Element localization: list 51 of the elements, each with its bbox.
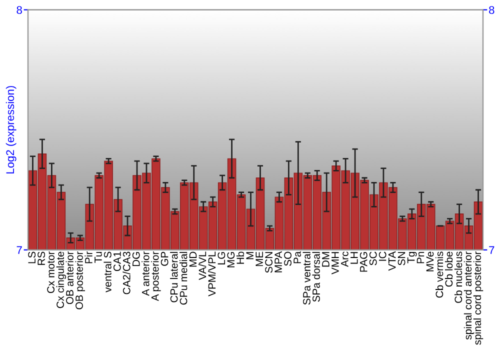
x-tick-label: Tg [407, 252, 417, 264]
x-tick-label: Cx motor [47, 251, 54, 294]
x-tick-label: ME [256, 252, 263, 266]
x-tick-label: M [246, 252, 254, 260]
x-tick-label: Hb [236, 252, 244, 264]
y-axis-title: Log2 (expression) [6, 86, 16, 174]
x-tick-label: MD [189, 252, 197, 267]
x-tick-label: CPu lateral [170, 252, 178, 302]
x-tick-label: LH [350, 252, 358, 264]
x-tick-label: SC [369, 252, 377, 266]
x-tick-label: PAG [360, 252, 368, 272]
x-tick-label: spinal cord anterior [464, 251, 474, 340]
x-tick-label: MG [227, 252, 235, 268]
y2-tick-label: 7 [489, 246, 494, 254]
x-tick-label: LG [218, 252, 226, 264]
x-tick-label: SPa ventral [302, 252, 310, 305]
x-tick-label: GP [160, 252, 168, 266]
x-tick-label: ventral S [104, 252, 112, 292]
x-tick-label: Cx cingulate [56, 252, 66, 308]
x-tick-label: RS [38, 252, 46, 265]
x-tick-label: VTA [388, 251, 396, 271]
x-tick-label: DM [322, 252, 330, 267]
x-tick-label: Tu [94, 252, 102, 263]
x-tick-label: Cb nucleus [454, 252, 462, 303]
x-tick-label: A anterior [142, 251, 150, 296]
x-tick-label: Pir [84, 251, 92, 264]
x-tick-label: VA/VL [198, 252, 206, 280]
x-tick-label: OB anterior [66, 251, 74, 304]
x-tick-label: CA2/CA3 [122, 252, 130, 294]
x-tick-label: CA1 [113, 252, 121, 272]
x-tick-label: Cb lobe [444, 252, 453, 287]
x-tick-label: OB posterior [75, 251, 85, 310]
x-tick-label: MVe [426, 252, 434, 272]
x-tick-label: A posterior [151, 251, 161, 302]
x-tick-label: CPu medial [180, 252, 188, 305]
x-tick-label: MPA [274, 251, 282, 272]
x-tick-label: Arc [341, 252, 348, 267]
x-tick-label: spinal cord posterior [473, 251, 484, 345]
x-tick-label: SCN [265, 252, 273, 273]
x-tick-label: VPM/VPL [208, 252, 216, 296]
x-tick-label: SN [398, 252, 406, 266]
x-tick-label: Cb vermis [435, 252, 444, 298]
x-tick-label: DG [132, 252, 140, 266]
x-tick-label: IC [378, 252, 386, 261]
x-tick-label: Pa [294, 251, 301, 264]
x-tick-label: LS [28, 252, 36, 264]
x-tick-label: SPa dorsal [312, 252, 320, 302]
y2-tick-label: 8 [489, 6, 494, 14]
x-tick-label: SO [284, 252, 292, 266]
x-tick-label: VMH [332, 252, 339, 274]
x-tick-label: Pn [416, 252, 424, 264]
